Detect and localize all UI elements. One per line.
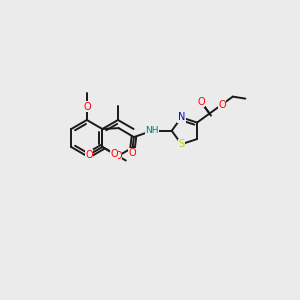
Text: O: O [85,150,93,160]
Text: O: O [218,100,226,110]
Text: O: O [110,149,118,159]
Text: S: S [178,139,184,149]
Text: O: O [114,151,122,161]
Text: NH: NH [145,126,159,135]
Text: O: O [197,97,205,107]
Text: O: O [128,148,136,158]
Text: N: N [178,112,185,122]
Text: O: O [83,101,91,112]
